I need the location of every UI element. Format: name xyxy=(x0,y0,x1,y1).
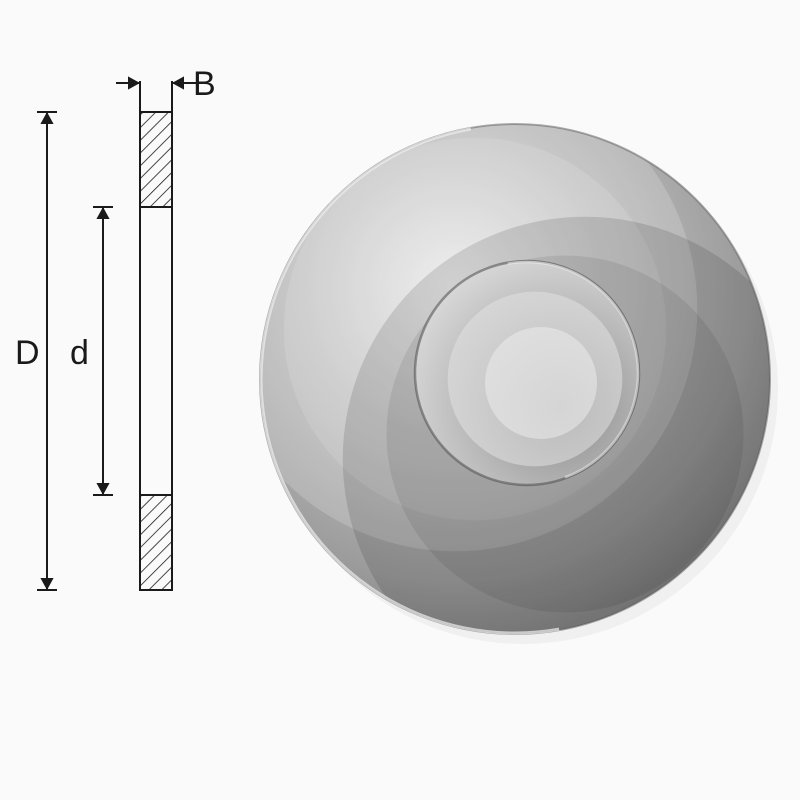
washer-section-view xyxy=(140,112,172,590)
label-B: B xyxy=(193,65,216,103)
label-D: D xyxy=(15,334,40,372)
label-d: d xyxy=(70,334,89,372)
